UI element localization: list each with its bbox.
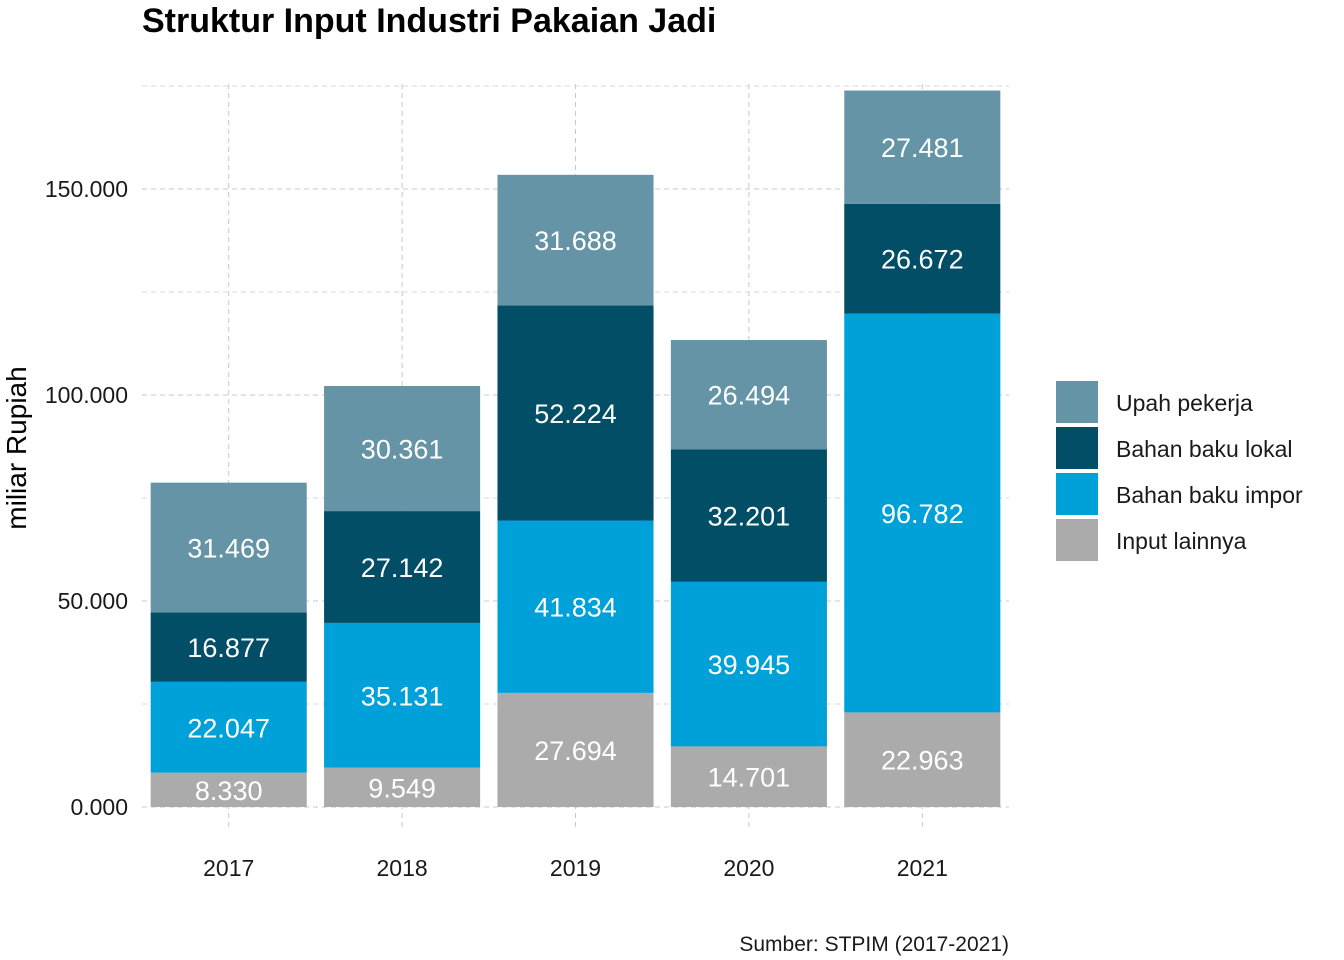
bar-segment (844, 203, 1001, 314)
legend-label: Bahan baku impor (1116, 482, 1303, 508)
data-label: 41.834 (534, 593, 617, 623)
x-tick-label: 2017 (203, 855, 254, 881)
legend-label: Input lainnya (1116, 528, 1247, 554)
y-axis-label: miliar Rupiah (1, 366, 32, 529)
caption: Sumber: STPIM (2017-2021) (739, 933, 1009, 956)
data-label: 9.549 (368, 773, 436, 803)
bar-segment (497, 520, 654, 693)
x-tick-label: 2021 (897, 855, 948, 881)
bars: 8.330 22.047 16.877 31.469 9.549 35.131 27.142… (150, 90, 1001, 807)
legend-swatch (1056, 519, 1098, 561)
bar-segment (324, 386, 481, 512)
y-tick-label: 50.000 (58, 588, 128, 614)
data-label: 96.782 (881, 499, 964, 529)
bar-segment (670, 581, 827, 747)
chart-title: Struktur Input Industri Pakaian Jadi (142, 2, 716, 40)
data-label: 39.945 (708, 650, 791, 680)
y-tick-label: 100.000 (45, 382, 128, 408)
data-label: 31.688 (534, 226, 617, 256)
y-tick-label: 0.000 (70, 794, 128, 820)
bar-segment (844, 712, 1001, 807)
bar-segment (844, 313, 1001, 713)
data-label: 8.330 (195, 776, 263, 806)
bar-segment (324, 622, 481, 768)
legend-swatch (1056, 427, 1098, 469)
x-tick-label: 2019 (550, 855, 601, 881)
bar-segment (150, 681, 307, 773)
bar-segment (150, 612, 307, 682)
bar-segment (670, 340, 827, 450)
data-label: 14.701 (708, 763, 791, 793)
data-label: 26.672 (881, 245, 964, 275)
data-label: 27.142 (361, 553, 444, 583)
data-label: 32.201 (708, 502, 791, 532)
bar-segment (670, 449, 827, 582)
bar-segment (150, 772, 307, 807)
legend-swatch (1056, 473, 1098, 515)
bar-segment (670, 746, 827, 807)
bar-segment (497, 692, 654, 807)
data-label: 16.877 (187, 633, 270, 663)
bar-segment (150, 482, 307, 613)
data-label: 30.361 (361, 435, 444, 465)
data-label: 22.047 (187, 713, 270, 743)
x-tick-label: 2020 (723, 855, 774, 881)
legend-label: Bahan baku lokal (1116, 436, 1292, 462)
x-axis: 2017 2018 2019 2020 2021 (203, 855, 948, 881)
legend-label: Upah pekerja (1116, 390, 1253, 416)
data-label: 52.224 (534, 399, 617, 429)
y-axis: 0.000 50.000 100.000 150.000 (45, 176, 128, 820)
data-label: 27.481 (881, 133, 964, 163)
data-label: 31.469 (187, 533, 270, 563)
bar-segment (324, 767, 481, 807)
x-tick-label: 2018 (377, 855, 428, 881)
data-label: 22.963 (881, 746, 964, 776)
bar-segment (844, 90, 1001, 204)
legend-swatch (1056, 381, 1098, 423)
bar-segment (497, 174, 654, 306)
bar-segment (497, 305, 654, 521)
bar-segment (324, 511, 481, 623)
data-label: 27.694 (534, 736, 617, 766)
legend: Upah pekerja Bahan baku lokal Bahan baku i… (1056, 381, 1303, 561)
data-label: 26.494 (708, 381, 791, 411)
y-tick-label: 150.000 (45, 176, 128, 202)
data-label: 35.131 (361, 681, 444, 711)
